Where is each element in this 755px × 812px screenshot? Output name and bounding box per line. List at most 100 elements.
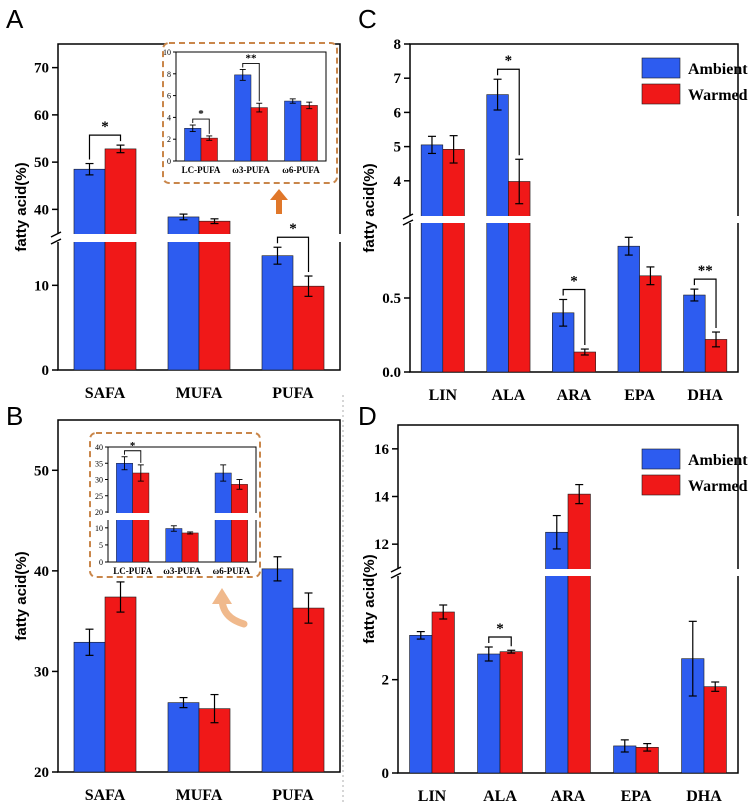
significance-label: * (289, 221, 297, 237)
axis-break-mark (402, 219, 414, 226)
axis-break-band (50, 234, 341, 242)
inset-y-tick-label: 8 (167, 70, 171, 79)
panel-D: D 0 2 12 14 16 LIN ALA ARA EPA DHA fatty acid(%) * Am… (358, 401, 748, 805)
x-tick-label: MUFA (176, 385, 223, 402)
significance-label: * (496, 621, 504, 637)
significance-bracket (88, 134, 122, 160)
inset-y-tick-label: 4 (167, 113, 171, 122)
bar-ambient-safa (73, 641, 106, 773)
axis-break-mark (390, 566, 402, 573)
inset-significance-label: * (198, 108, 204, 120)
significance-bracket (693, 278, 717, 329)
bar-warmed-ara (567, 493, 591, 774)
inset-y-tick-label: 0 (167, 157, 171, 166)
bar-ambient-safa (73, 168, 106, 371)
axis-break-mark (50, 231, 62, 238)
x-tick-label: EPA (624, 387, 655, 404)
significance-label: * (505, 53, 513, 69)
bar-ambient-lin (409, 635, 433, 774)
y-tick-label: 16 (374, 442, 390, 458)
bar-ambient-ara (545, 531, 569, 774)
inset-bar-warmed (181, 532, 199, 563)
bar-ambient-mufa (167, 702, 200, 773)
legend-label-warmed: Warmed (688, 478, 748, 495)
x-tick-label: DHA (686, 788, 722, 805)
significance-bracket (488, 636, 512, 647)
y-tick-label: 4 (394, 174, 402, 190)
inset-y-tick-label: 10 (163, 48, 171, 57)
bar-warmed-epa (639, 275, 662, 373)
axis-break-mark (50, 238, 62, 245)
inset-bar-ambient (284, 100, 302, 162)
axis-break-mark (402, 213, 414, 220)
bar-ambient-ala (486, 94, 509, 373)
y-tick-label: 0 (42, 363, 50, 379)
significance-bracket (496, 68, 520, 156)
bar-warmed-ala (499, 651, 523, 774)
y-tick-label: 0.0 (382, 365, 401, 381)
y-axis-label: fatty acid(%) (361, 163, 378, 252)
panel-label: D (358, 401, 377, 431)
legend-swatch-warmed (641, 83, 681, 105)
bar-warmed-dha (703, 686, 727, 774)
y-tick-label: 50 (34, 463, 49, 479)
inset-curved-arrow-head-icon (212, 588, 232, 604)
inset-significance-bracket (192, 118, 210, 134)
bar-warmed-lin (442, 149, 465, 373)
legend-swatch-ambient (641, 57, 681, 79)
panel-label: C (358, 4, 377, 34)
inset-bar-ambient (165, 528, 183, 563)
significance-bracket (562, 288, 586, 346)
x-tick-label: ALA (492, 387, 526, 404)
inset-y-tick-label: 0 (99, 558, 103, 567)
legend: Ambient Warmed (641, 448, 748, 496)
legend: Ambient Warmed (641, 57, 748, 105)
legend-label-ambient: Ambient (688, 452, 748, 469)
x-tick-label: MUFA (176, 787, 223, 804)
bar-ambient-pufa (261, 568, 294, 773)
x-tick-label: ARA (551, 788, 586, 805)
bar-ambient-dha (683, 294, 706, 373)
legend-swatch-warmed (641, 474, 681, 496)
inset-x-tick-label: LC-PUFA (113, 566, 152, 576)
x-tick-label: LIN (418, 788, 447, 805)
y-axis-label: fatty acid(%) (13, 551, 30, 640)
inset-y-tick-label: 5 (99, 541, 103, 550)
bar-ambient-pufa (261, 255, 294, 371)
inset-x-tick-label: LC-PUFA (182, 165, 221, 175)
inset-y-tick-label: 6 (167, 92, 171, 101)
y-tick-label: 12 (374, 537, 389, 553)
significance-label: * (570, 273, 578, 289)
panel-label: A (6, 4, 24, 34)
bar-warmed-lin (431, 611, 455, 774)
axis-break-band (402, 216, 739, 223)
inset-significance-bracket (242, 62, 260, 102)
legend-label-ambient: Ambient (688, 61, 748, 78)
inset-B: 0 5 10 20 25 30 35 40 LC-PUFA ω3-PUFA ω6-PUFA * (89, 432, 261, 578)
y-tick-label: 0.5 (382, 291, 401, 307)
inset-bar-warmed (231, 484, 248, 563)
x-tick-label: EPA (621, 788, 652, 805)
panel-label: B (6, 401, 23, 431)
inset-x-tick-label: ω6-PUFA (213, 566, 251, 576)
y-tick-label: 7 (394, 71, 402, 87)
significance-label: * (101, 119, 109, 135)
inset-y-tick-label: 20 (95, 508, 103, 517)
y-tick-label: 10 (34, 278, 49, 294)
inset-significance-bracket (124, 450, 142, 463)
legend-label-warmed: Warmed (688, 87, 748, 104)
y-tick-label: 14 (374, 490, 390, 506)
inset-axis-break (104, 513, 257, 520)
inset-bar-warmed (300, 105, 318, 162)
bar-warmed-pufa (292, 285, 325, 371)
inset-significance-label: * (130, 440, 136, 452)
y-tick-label: 0 (382, 766, 390, 782)
bar-warmed-safa (104, 148, 137, 371)
x-tick-label: PUFA (272, 385, 314, 402)
bar-warmed-ala (508, 181, 531, 373)
bar-ambient-epa (617, 245, 640, 373)
legend-swatch-ambient (641, 448, 681, 470)
axis-break-band (390, 569, 739, 576)
significance-bracket (276, 236, 310, 273)
